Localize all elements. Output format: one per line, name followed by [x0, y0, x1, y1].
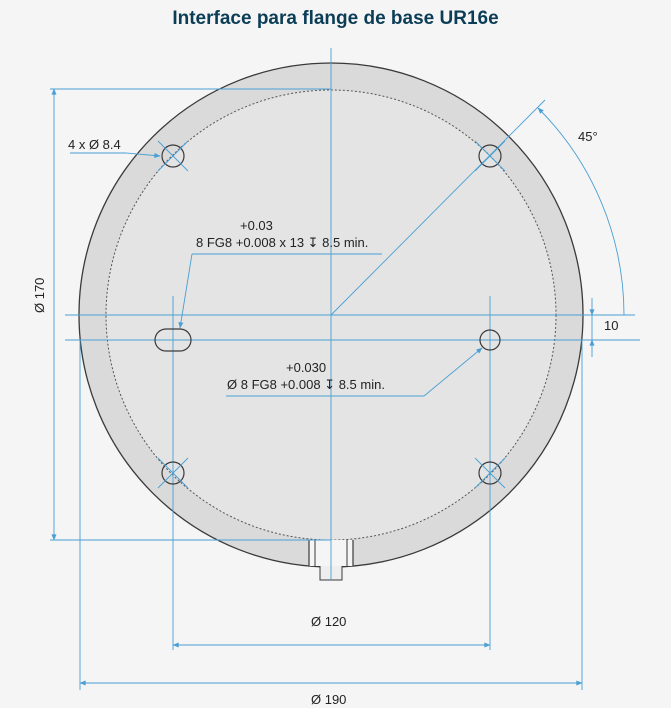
slot-spec-label: 8 FG8 +0.008 x 13 ↧ 8.5 min. — [196, 235, 368, 250]
pin-spec-label: Ø 8 FG8 +0.008 ↧ 8.5 min. — [227, 377, 385, 392]
slot-tolerance-label: +0.03 — [240, 218, 273, 233]
dia-170-label: Ø 170 — [32, 278, 47, 313]
pin-tolerance-label: +0.030 — [286, 360, 326, 375]
dimension-lines — [50, 88, 595, 686]
mounting-hole — [157, 140, 189, 172]
pin-hole — [479, 329, 501, 351]
offset-label: 10 — [604, 318, 618, 333]
locating-slot — [154, 328, 192, 352]
angle-arc — [537, 107, 625, 316]
page-title: Interface para flange de base UR16e — [172, 8, 499, 29]
angle-label: 45° — [578, 129, 598, 144]
dia-190-label: Ø 190 — [311, 692, 346, 707]
mounting-hole — [474, 140, 506, 172]
dia-120-label: Ø 120 — [311, 614, 346, 629]
holes-label: 4 x Ø 8.4 — [68, 137, 121, 152]
mounting-hole — [474, 457, 506, 489]
mounting-hole — [157, 457, 189, 489]
